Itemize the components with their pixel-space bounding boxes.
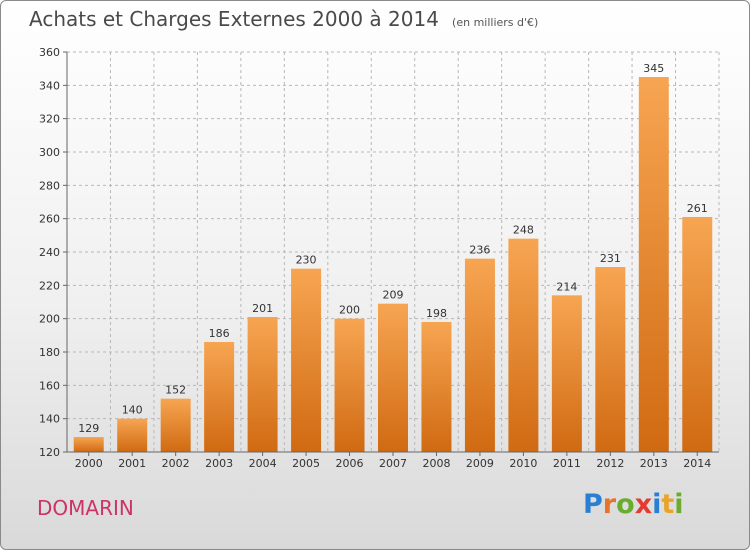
y-tick-label: 340 bbox=[39, 79, 60, 92]
data-label: 261 bbox=[687, 202, 708, 215]
y-tick-label: 280 bbox=[39, 179, 60, 192]
y-tick-label: 160 bbox=[39, 379, 60, 392]
logo-letter: x bbox=[634, 489, 653, 520]
bar[interactable] bbox=[508, 238, 539, 452]
y-tick-label: 260 bbox=[39, 213, 60, 226]
data-label: 186 bbox=[209, 327, 230, 340]
data-label: 209 bbox=[383, 289, 404, 302]
y-tick-label: 240 bbox=[39, 246, 60, 259]
data-label: 201 bbox=[252, 302, 273, 315]
y-tick-label: 140 bbox=[39, 413, 60, 426]
y-tick-label: 200 bbox=[39, 313, 60, 326]
bar[interactable] bbox=[73, 437, 104, 452]
logo-letter: P bbox=[583, 489, 603, 520]
x-tick-label: 2002 bbox=[162, 457, 190, 470]
y-tick-label: 180 bbox=[39, 346, 60, 359]
x-tick-label: 2014 bbox=[683, 457, 711, 470]
data-label: 231 bbox=[600, 252, 621, 265]
data-label: 200 bbox=[339, 304, 360, 317]
bar[interactable] bbox=[247, 317, 278, 452]
bar[interactable] bbox=[204, 342, 235, 452]
logo-letter: i bbox=[674, 489, 684, 520]
label-layer: 129 140 152 186 201 230 200 209 198 236 248 214 231 3… bbox=[78, 62, 708, 435]
proxiti-logo[interactable]: Proxiti bbox=[583, 489, 684, 520]
bar[interactable] bbox=[291, 268, 322, 452]
chart-subtitle: (en milliers d'€) bbox=[452, 16, 539, 29]
bar[interactable] bbox=[378, 303, 408, 452]
bar[interactable] bbox=[638, 77, 669, 452]
x-tick-label: 2009 bbox=[466, 457, 494, 470]
bar[interactable] bbox=[682, 217, 713, 452]
title-row: Achats et Charges Externes 2000 à 2014 (… bbox=[29, 7, 538, 31]
data-label: 236 bbox=[469, 244, 490, 257]
y-tick-label: 300 bbox=[39, 146, 60, 159]
bar[interactable] bbox=[595, 267, 626, 452]
data-label: 152 bbox=[165, 384, 186, 397]
bar[interactable] bbox=[117, 418, 148, 452]
x-tick-label: 2003 bbox=[205, 457, 233, 470]
bar[interactable] bbox=[334, 318, 365, 452]
y-tick-label: 220 bbox=[39, 279, 60, 292]
bar[interactable] bbox=[551, 295, 582, 452]
x-tick-label: 2001 bbox=[118, 457, 146, 470]
x-tick-label: 2000 bbox=[75, 457, 103, 470]
data-label: 129 bbox=[78, 422, 99, 435]
x-tick-label: 2010 bbox=[509, 457, 537, 470]
x-tick-label: 2006 bbox=[336, 457, 364, 470]
x-tick-label: 2004 bbox=[249, 457, 277, 470]
chart-title: Achats et Charges Externes 2000 à 2014 bbox=[29, 7, 439, 31]
x-tick-label: 2005 bbox=[292, 457, 320, 470]
logo-letter: t bbox=[661, 489, 675, 520]
bar[interactable] bbox=[160, 398, 191, 452]
y-tick-label: 360 bbox=[39, 46, 60, 59]
bar[interactable] bbox=[464, 258, 495, 452]
x-tick-label: 2013 bbox=[640, 457, 668, 470]
x-tick-label: 2007 bbox=[379, 457, 407, 470]
data-label: 198 bbox=[426, 307, 447, 320]
data-label: 248 bbox=[513, 224, 534, 237]
commune-name: DOMARIN bbox=[37, 496, 134, 520]
data-label: 230 bbox=[296, 254, 317, 267]
y-tick-label: 320 bbox=[39, 113, 60, 126]
x-tick-label: 2011 bbox=[553, 457, 581, 470]
data-label: 214 bbox=[556, 280, 577, 293]
x-tick-label: 2012 bbox=[596, 457, 624, 470]
logo-letter: i bbox=[652, 489, 662, 520]
data-label: 345 bbox=[643, 62, 664, 75]
logo-letter: r bbox=[602, 489, 617, 520]
axis-layer: 120 140 160 180 200 220 240 260 280 300 320 340 360 2… bbox=[39, 46, 719, 470]
data-label: 140 bbox=[122, 404, 143, 417]
logo-letter: o bbox=[616, 489, 635, 520]
y-tick-label: 120 bbox=[39, 446, 60, 459]
bar[interactable] bbox=[421, 322, 452, 452]
bar-layer bbox=[73, 77, 713, 452]
x-tick-label: 2008 bbox=[422, 457, 450, 470]
